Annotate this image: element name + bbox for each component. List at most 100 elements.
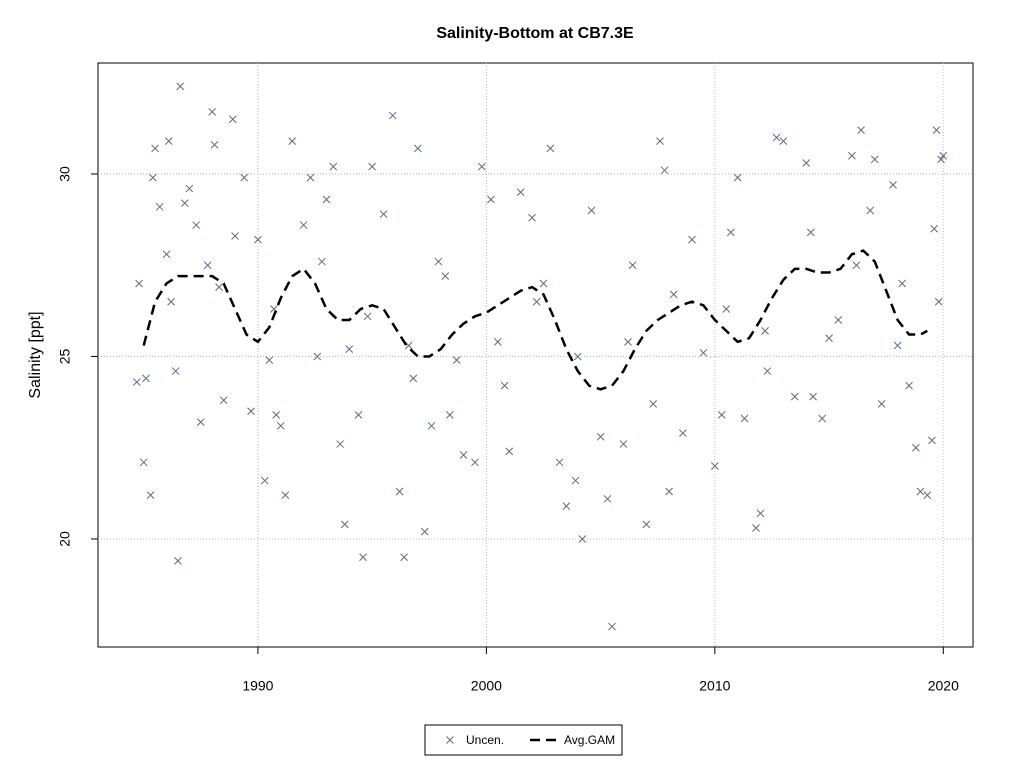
scatter-point bbox=[146, 491, 155, 500]
scatter-point bbox=[445, 411, 454, 419]
scatter-point bbox=[174, 557, 182, 565]
scatter-point bbox=[265, 356, 274, 364]
scatter-point bbox=[912, 443, 920, 452]
scatter-point bbox=[272, 411, 281, 419]
scatter-point bbox=[870, 155, 879, 164]
scatter-point bbox=[281, 491, 290, 500]
scatter-point bbox=[313, 352, 322, 361]
scatter-point bbox=[710, 462, 719, 470]
scatter-point bbox=[930, 224, 939, 233]
scatter-point bbox=[763, 367, 772, 375]
scatter-point bbox=[532, 297, 541, 306]
scatter-point bbox=[471, 458, 479, 467]
scatter-point bbox=[877, 400, 886, 408]
scatter-point bbox=[756, 509, 765, 518]
scatter-point bbox=[809, 392, 817, 401]
scatter-point bbox=[934, 297, 943, 306]
scatter-point bbox=[893, 341, 902, 350]
scatter-point bbox=[603, 494, 612, 503]
legend-label: Uncen. bbox=[466, 733, 504, 747]
scatter-point bbox=[203, 261, 212, 270]
scatter-point bbox=[740, 414, 749, 423]
scatter-point bbox=[208, 108, 217, 116]
scatter-point bbox=[596, 432, 605, 441]
scatter-point bbox=[573, 352, 582, 361]
scatter-point bbox=[413, 144, 422, 153]
scatter-point bbox=[516, 188, 525, 197]
scatter-point bbox=[772, 133, 781, 142]
scatter-point bbox=[167, 297, 175, 306]
scatter-point bbox=[318, 257, 326, 266]
scatter-point bbox=[928, 436, 936, 445]
scatter-point bbox=[679, 429, 687, 437]
scatter-point bbox=[420, 527, 429, 536]
scatter-point bbox=[434, 257, 443, 266]
scatter-point bbox=[452, 356, 461, 364]
scatter-point bbox=[368, 162, 377, 171]
scatter-point bbox=[665, 487, 674, 496]
scatter-point bbox=[210, 140, 219, 149]
scatter-point bbox=[359, 553, 367, 562]
scatter-point bbox=[306, 173, 315, 182]
scatter-point bbox=[139, 458, 148, 467]
scatter-point bbox=[322, 195, 331, 204]
scatter-point bbox=[505, 447, 514, 456]
scatter-point bbox=[379, 210, 388, 218]
scatter-point bbox=[699, 348, 708, 357]
scatter-point bbox=[329, 162, 338, 171]
scatter-point bbox=[656, 137, 664, 145]
scatter-point bbox=[185, 184, 194, 193]
scatter-point bbox=[669, 290, 678, 299]
scatter-point bbox=[395, 487, 404, 496]
scatter-point bbox=[345, 345, 354, 354]
scatter-point bbox=[790, 392, 799, 401]
scatter-point bbox=[142, 374, 150, 383]
scatter-point bbox=[642, 520, 651, 529]
scatter-point bbox=[619, 440, 628, 448]
scatter-point bbox=[477, 162, 486, 171]
scatter-point bbox=[340, 520, 349, 529]
scatter-point bbox=[354, 411, 363, 419]
scatter-point bbox=[240, 173, 249, 182]
scatter-point bbox=[171, 367, 180, 375]
scatter-point bbox=[898, 279, 907, 288]
scatter-point bbox=[151, 144, 159, 153]
y-tick-label: 25 bbox=[57, 348, 73, 364]
scatter-point bbox=[866, 206, 875, 215]
scatter-point bbox=[427, 421, 436, 430]
chart-title: Salinity-Bottom at CB7.3E bbox=[436, 25, 634, 42]
scatter-point bbox=[539, 279, 548, 288]
scatter-point bbox=[231, 232, 239, 240]
scatter-point bbox=[180, 199, 189, 208]
scatter-point bbox=[932, 126, 941, 135]
scatter-point bbox=[937, 155, 945, 164]
plot-frame bbox=[97, 62, 974, 648]
scatter-point bbox=[528, 213, 536, 222]
scatter-point bbox=[215, 283, 223, 291]
scatter-point bbox=[624, 338, 632, 346]
scatter-point bbox=[135, 279, 143, 288]
y-tick-label: 20 bbox=[57, 531, 73, 547]
scatter-point bbox=[546, 144, 555, 153]
scatter-point bbox=[825, 334, 833, 343]
scatter-point bbox=[802, 159, 811, 167]
scatter-point bbox=[818, 414, 827, 423]
scatter-point bbox=[752, 524, 760, 532]
gam-line bbox=[142, 249, 928, 391]
scatter-point bbox=[806, 228, 815, 237]
scatter-point bbox=[852, 261, 861, 270]
scatter-point bbox=[939, 151, 948, 160]
scatter-point bbox=[923, 491, 932, 500]
scatter-point bbox=[162, 250, 171, 259]
y-axis-label: Salinity [ppt] bbox=[27, 311, 44, 398]
scatter-point bbox=[916, 487, 925, 496]
scatter-point bbox=[688, 235, 696, 244]
scatter-point bbox=[733, 173, 742, 182]
scatter-point bbox=[219, 396, 228, 405]
scatter-point bbox=[196, 418, 205, 427]
scatter-point bbox=[905, 381, 913, 390]
scatter-point bbox=[608, 622, 616, 631]
legend-marker bbox=[446, 736, 454, 744]
scatter-point bbox=[649, 400, 658, 408]
